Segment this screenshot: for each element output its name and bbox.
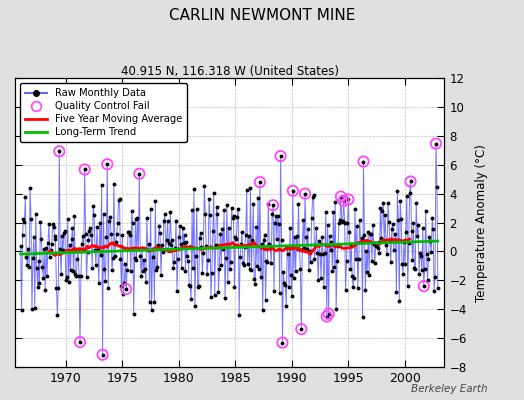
Point (301, 190, 309, 197)
Point (407, 178, 415, 185)
Point (99, 352, 107, 358)
Point (344, 196, 353, 203)
Point (103, 161, 112, 168)
Point (323, 313, 331, 320)
Point (324, 310, 333, 317)
Point (297, 326, 305, 332)
Point (420, 283, 428, 289)
Point (122, 286, 130, 292)
Point (269, 202, 277, 208)
Point (81, 166, 89, 173)
Text: Berkeley Earth: Berkeley Earth (411, 384, 487, 394)
Legend: Raw Monthly Data, Quality Control Fail, Five Year Moving Average, Long-Term Tren: Raw Monthly Data, Quality Control Fail, … (20, 83, 188, 142)
Point (289, 188, 297, 194)
Point (135, 170, 144, 177)
Point (337, 193, 345, 200)
Point (276, 153, 285, 159)
Title: 40.915 N, 116.318 W (United States): 40.915 N, 116.318 W (United States) (121, 65, 339, 78)
Point (76, 339, 84, 345)
Y-axis label: Temperature Anomaly (°C): Temperature Anomaly (°C) (475, 144, 488, 302)
Text: CARLIN NEWMONT MINE: CARLIN NEWMONT MINE (169, 8, 355, 23)
Point (256, 179, 264, 185)
Point (340, 198, 348, 204)
Point (278, 339, 287, 346)
Point (432, 140, 440, 147)
Point (359, 158, 368, 165)
Point (55, 148, 63, 154)
